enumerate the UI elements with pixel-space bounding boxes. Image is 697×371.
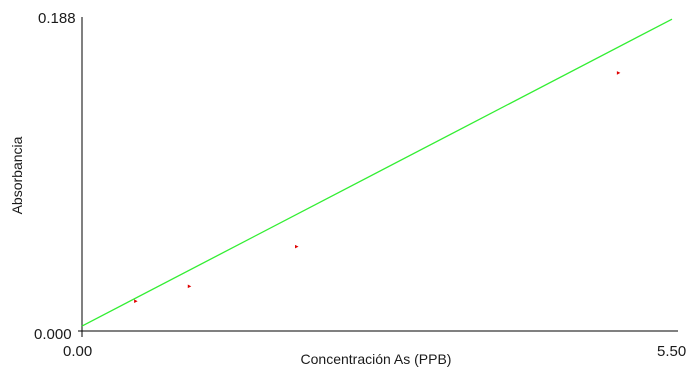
x-axis-label: Concentración As (PPB) xyxy=(301,351,452,367)
x-tick-label-max: 5.50 xyxy=(657,343,686,360)
data-point xyxy=(134,299,138,304)
axes xyxy=(78,17,678,337)
regression-line xyxy=(81,18,673,327)
data-point xyxy=(295,244,299,249)
data-point xyxy=(187,284,192,289)
fit-line-group xyxy=(81,18,673,327)
data-point xyxy=(616,71,621,75)
y-tick-label-min: 0.000 xyxy=(34,326,72,343)
y-tick-label-max: 0.188 xyxy=(38,10,76,27)
y-axis-label: Absorbancia xyxy=(9,136,25,214)
data-point-group xyxy=(134,71,621,304)
x-tick-label-min: 0.00 xyxy=(63,343,92,360)
